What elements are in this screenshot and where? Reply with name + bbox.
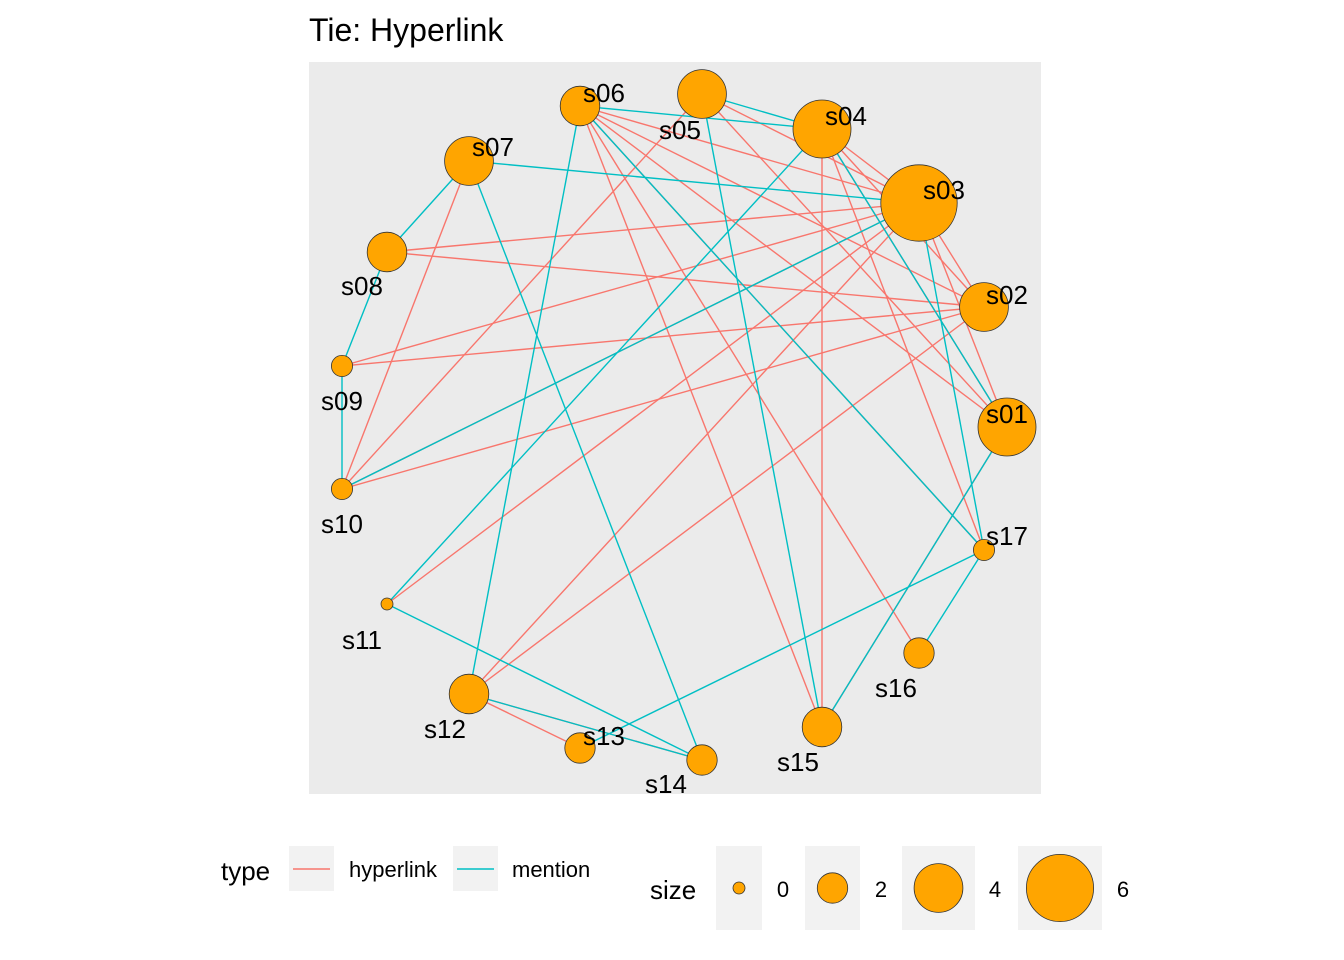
- node-s12: [448, 673, 490, 715]
- edge-hyperlink-s10-s02: [341, 306, 985, 490]
- node-label-s09: s09: [321, 386, 363, 416]
- node-s17: [973, 539, 996, 562]
- edge-hyperlink-s12-s02: [468, 306, 985, 695]
- node-label-s11: s11: [342, 625, 382, 655]
- edge-hyperlink-s08-s02: [386, 251, 985, 308]
- node-s06: [559, 85, 601, 127]
- node-label-s04: s04: [825, 101, 867, 131]
- edge-mention-s03-s17: [918, 202, 985, 551]
- node-s13: [564, 732, 596, 764]
- node-label-s17: s17: [986, 521, 1028, 551]
- edge-mention-s11-s14: [386, 603, 703, 761]
- edge-mention-s06-s17: [579, 105, 985, 551]
- edge-mention-s11-s04: [386, 128, 823, 605]
- edge-hyperlink-s05-s01: [701, 93, 1008, 428]
- edge-hyperlink-s03-s08: [386, 202, 920, 253]
- edge-mention-s06-s12: [468, 105, 581, 695]
- edge-hyperlink-s12-s13: [468, 693, 581, 749]
- node-label-s05: s05: [659, 115, 701, 145]
- size-key-circle-0: [732, 881, 746, 895]
- node-label-s13: s13: [583, 721, 625, 751]
- edge-hyperlink-s09-s03: [341, 202, 920, 367]
- node-s07: [444, 136, 494, 186]
- edge-hyperlink-s06-s01: [579, 105, 1008, 428]
- node-label-s02: s02: [986, 280, 1028, 310]
- edge-mention-s05-s15: [701, 93, 823, 728]
- node-label-s07: s07: [472, 132, 514, 162]
- edge-hyperlink-s03-s12: [468, 202, 920, 695]
- size-key-circle-6: [1026, 854, 1095, 923]
- edge-hyperlink-s05-s10: [341, 93, 703, 490]
- edge-hyperlink-s06-s02: [579, 105, 985, 308]
- node-s04: [792, 99, 852, 159]
- node-s08: [366, 231, 408, 273]
- node-s02: [959, 282, 1009, 332]
- edge-mention-s16-s17: [918, 549, 985, 654]
- node-s11: [380, 597, 394, 611]
- node-s05: [677, 69, 727, 119]
- node-s03: [880, 164, 958, 242]
- size-legend-title: size: [650, 875, 696, 905]
- size-key-label-2: 2: [875, 877, 887, 902]
- edge-mention-s13-s17: [579, 549, 985, 749]
- nodes-layer: [330, 69, 1037, 776]
- size-key-label-4: 4: [989, 877, 1001, 902]
- node-s01: [977, 397, 1037, 457]
- node-s16: [903, 637, 935, 669]
- edge-mention-s07-s03: [468, 160, 920, 204]
- plot-title: Tie: Hyperlink: [309, 12, 504, 48]
- edge-mention-s01-s15: [821, 426, 1008, 728]
- node-label-s03: s03: [923, 175, 965, 205]
- edge-mention-s07-s14: [468, 160, 703, 761]
- legend-label-mention: mention: [512, 857, 590, 882]
- node-label-s16: s16: [875, 673, 917, 703]
- node-s10: [330, 477, 353, 500]
- size-key-label-0: 0: [777, 877, 789, 902]
- node-label-s12: s12: [424, 714, 466, 744]
- legend-label-hyperlink: hyperlink: [349, 857, 438, 882]
- node-label-s06: s06: [583, 78, 625, 108]
- size-legend: size 0 2 4 6: [650, 846, 1129, 930]
- node-s14: [686, 744, 718, 776]
- node-label-s08: s08: [341, 271, 383, 301]
- edge-mention-s08-s09: [341, 251, 388, 367]
- node-label-s14: s14: [645, 769, 687, 799]
- edge-mention-s04-s01: [821, 128, 1008, 428]
- edge-mention-s12-s14: [468, 693, 703, 761]
- node-s15: [801, 706, 843, 748]
- size-key-label-6: 6: [1117, 877, 1129, 902]
- node-labels-layer: s01 s02 s03 s04 s05 s06 s07 s08 s09 s10 s11 s12 s13 s…: [321, 78, 1028, 799]
- size-key-circle-2: [816, 872, 849, 904]
- type-legend-title: type: [221, 856, 270, 886]
- node-label-s15: s15: [777, 747, 819, 777]
- edge-hyperlink-s07-s10: [341, 160, 470, 490]
- edge-hyperlink-s17-s04: [821, 128, 985, 551]
- edge-hyperlink-s09-s02: [341, 306, 985, 367]
- edge-hyperlink-s06-s15: [579, 105, 823, 728]
- node-label-s10: s10: [321, 509, 363, 539]
- node-label-s01: s01: [986, 399, 1028, 429]
- edge-hyperlink-s03-s11: [386, 202, 920, 605]
- size-key-circle-4: [913, 863, 964, 913]
- edge-mention-s10-s03: [341, 202, 920, 490]
- type-legend: type hyperlink mention: [221, 846, 590, 891]
- edges-layer: [341, 93, 1008, 761]
- node-s09: [330, 354, 353, 377]
- edge-hyperlink-s06-s16: [579, 105, 920, 654]
- edge-hyperlink-s03-s06: [579, 105, 920, 204]
